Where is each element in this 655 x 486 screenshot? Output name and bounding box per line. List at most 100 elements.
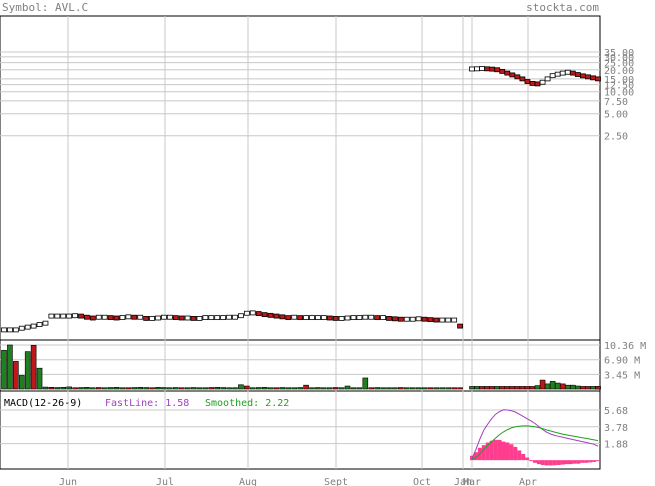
- candle-body: [350, 315, 357, 321]
- volume-bar: [514, 386, 521, 390]
- candle-body: [42, 320, 49, 326]
- volume-bar: [18, 375, 25, 390]
- macd-smoothed: [471, 425, 599, 460]
- volume-bar: [95, 387, 102, 390]
- volume-bar: [585, 386, 591, 390]
- candle-body: [48, 313, 55, 319]
- volume-bar: [167, 387, 173, 390]
- candle-body: [457, 323, 463, 329]
- candle-body: [338, 316, 345, 321]
- volume-bar: [214, 387, 221, 390]
- volume-bar: [499, 386, 506, 390]
- candle-body: [54, 313, 61, 319]
- candle-body: [107, 315, 114, 321]
- volume-bar: [155, 387, 161, 390]
- volume-bar: [559, 383, 566, 390]
- volume-bar: [590, 386, 596, 390]
- macd-hist-bar: [592, 460, 597, 462]
- volume-bar: [344, 385, 351, 390]
- volume-bar: [489, 386, 495, 390]
- macd-hist-bar: [564, 460, 569, 465]
- volume-bar: [392, 387, 398, 390]
- volume-bar: [273, 387, 280, 390]
- candle-body: [326, 315, 333, 321]
- macd-hist-bar: [497, 439, 502, 461]
- volume-bar: [315, 387, 321, 390]
- volume-bar: [78, 387, 84, 390]
- macd-hist-bar: [552, 460, 557, 466]
- volume-bar: [403, 387, 410, 390]
- volume-bar: [101, 387, 108, 390]
- candle-body: [590, 75, 596, 81]
- grid: [0, 16, 600, 469]
- candle-body: [356, 315, 363, 321]
- volume-axis: 10.36 M 6.90 M 3.45 M: [604, 341, 646, 381]
- candle-body: [392, 316, 398, 322]
- candle-body: [534, 81, 541, 87]
- candle-body: [415, 316, 422, 322]
- volume-bar: [575, 385, 581, 390]
- candle-body: [397, 316, 404, 322]
- volume-bar: [479, 386, 485, 390]
- volume-bar: [48, 387, 55, 390]
- candle-body: [214, 315, 221, 321]
- candle-body: [113, 315, 120, 321]
- volume-bar: [451, 387, 457, 390]
- chart-frame: [0, 15, 601, 470]
- volume-bar: [303, 384, 309, 390]
- volume-bar: [529, 386, 536, 390]
- candle-body: [479, 66, 485, 71]
- candle-body: [554, 71, 561, 77]
- price-tick-label: 5.00: [604, 110, 628, 121]
- candle-body: [374, 315, 381, 321]
- volume-bar: [244, 385, 250, 390]
- volume-bar: [398, 387, 404, 390]
- volume-bar: [297, 387, 303, 390]
- volume-bar: [84, 387, 90, 390]
- candle-body: [161, 314, 167, 320]
- candle-body: [131, 314, 138, 320]
- candle-body: [220, 315, 227, 321]
- candle-body: [119, 315, 126, 321]
- candle-body: [18, 325, 25, 331]
- volume-bar: [433, 387, 440, 390]
- candle-body: [489, 66, 496, 72]
- macd-hist-bar: [493, 439, 498, 461]
- volume-tick-label: 3.45 M: [604, 370, 640, 381]
- volume-bar: [554, 382, 561, 390]
- volume-bar: [474, 386, 480, 390]
- macd-hist-bar: [580, 460, 585, 463]
- macd-tick-label: 3.78: [604, 423, 628, 434]
- volume-tick-label: 10.36 M: [604, 341, 646, 352]
- candle-body: [24, 324, 31, 330]
- volume-bar: [519, 386, 526, 390]
- x-tick-label: Jan: [454, 477, 472, 486]
- macd-hist-bar: [536, 460, 541, 465]
- candle-body: [125, 314, 132, 320]
- volume-bar: [279, 387, 286, 390]
- candle-body: [427, 317, 434, 323]
- candle-body: [202, 315, 209, 321]
- candle-body: [504, 70, 511, 76]
- x-tick-label: Jul: [156, 477, 174, 486]
- candle-body: [409, 316, 416, 322]
- candle-body: [439, 317, 446, 323]
- volume-bar: [226, 387, 232, 390]
- macd-hist-bar: [513, 446, 518, 461]
- site-name: stockta.com: [526, 1, 599, 14]
- smoothed-label: Smoothed: 2.22: [205, 398, 289, 409]
- volume-bar: [569, 384, 576, 390]
- volume-bar: [564, 384, 571, 390]
- candle-body: [226, 314, 232, 320]
- volume-bar: [380, 387, 386, 390]
- x-tick-label: Sept: [324, 477, 348, 486]
- volume-bar: [524, 386, 531, 390]
- price-tick-label: 30.00: [604, 53, 634, 64]
- volume-bar: [580, 386, 586, 390]
- volume-bar: [60, 387, 67, 390]
- candle-body: [564, 69, 571, 75]
- volume-bar: [202, 387, 209, 390]
- price-tick-label: 20.00: [604, 66, 634, 77]
